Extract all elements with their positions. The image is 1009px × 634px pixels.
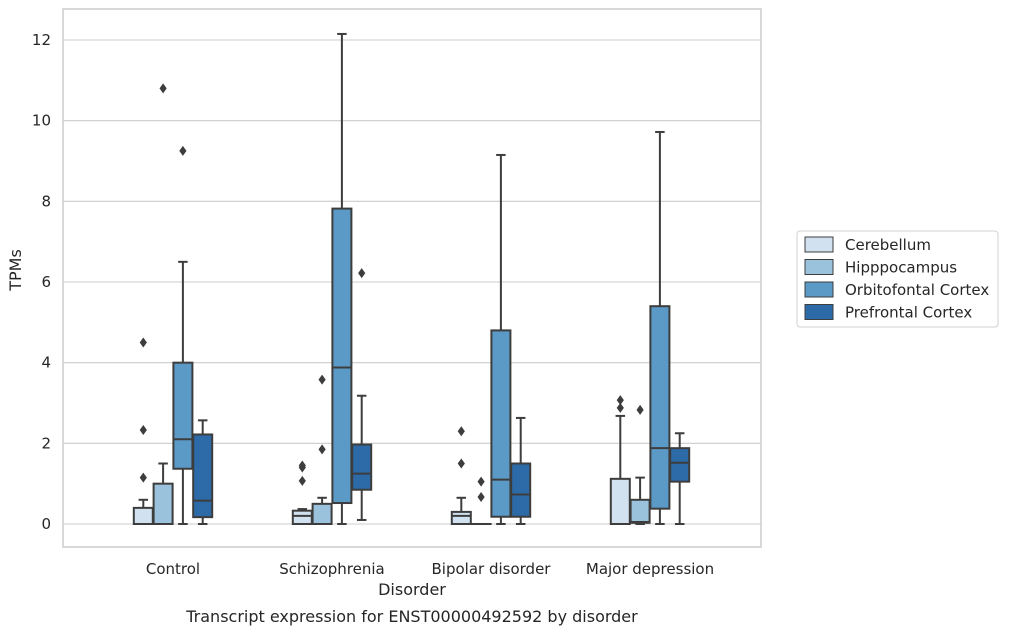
box-iqr xyxy=(609,477,631,525)
box-hipppocampus xyxy=(470,476,492,526)
legend-label: Cerebellum xyxy=(845,236,931,254)
y-tick-label: 12 xyxy=(32,31,51,49)
box-hipppocampus xyxy=(311,374,333,526)
box-iqr xyxy=(450,510,472,525)
y-tick-label: 4 xyxy=(41,354,51,372)
box-cerebellum xyxy=(450,426,472,525)
y-tick-label: 8 xyxy=(41,192,51,210)
outlier-point xyxy=(298,460,306,471)
outlier-point xyxy=(179,145,187,156)
outlier-point xyxy=(477,491,485,502)
outlier-point xyxy=(457,426,465,437)
outlier-point xyxy=(318,444,326,455)
chart-caption: Transcript expression for ENST0000049259… xyxy=(185,607,638,626)
y-tick-label: 10 xyxy=(32,112,51,130)
x-tick-label: Major depression xyxy=(586,560,714,578)
x-axis-label: Disorder xyxy=(378,580,446,599)
box-iqr xyxy=(649,305,671,510)
legend-swatch xyxy=(804,304,834,320)
box-iqr xyxy=(172,361,194,470)
box-iqr xyxy=(331,207,353,505)
box-prefrontal-cortex xyxy=(192,419,214,525)
box-orbitofontal-cortex xyxy=(172,145,194,525)
x-tick-label: Bipolar disorder xyxy=(432,560,552,578)
box-prefrontal-cortex xyxy=(510,416,532,525)
box-iqr xyxy=(152,482,174,525)
box-prefrontal-cortex xyxy=(669,432,691,525)
box-iqr xyxy=(629,498,651,524)
box-orbitofontal-cortex xyxy=(649,130,671,525)
outlier-point xyxy=(139,472,147,483)
outlier-point xyxy=(457,458,465,469)
outlier-point xyxy=(139,337,147,348)
outlier-point xyxy=(477,476,485,487)
box-iqr xyxy=(490,329,512,518)
x-tick-label: Schizophrenia xyxy=(279,560,384,578)
box-iqr xyxy=(192,433,214,519)
outlier-point xyxy=(358,268,366,279)
outlier-point xyxy=(616,402,624,413)
legend: Cerebellum Hipppocampus Orbitofontal Corte… xyxy=(796,230,999,328)
y-tick-label: 2 xyxy=(41,434,51,452)
box-cerebellum xyxy=(291,460,313,526)
outlier-point xyxy=(298,475,306,486)
box-orbitofontal-cortex xyxy=(331,32,353,525)
legend-label: Hipppocampus xyxy=(845,259,957,277)
box-prefrontal-cortex xyxy=(351,268,373,521)
y-tick-label: 6 xyxy=(41,273,51,291)
box-iqr xyxy=(311,502,333,526)
outlier-point xyxy=(616,395,624,406)
legend-frame xyxy=(796,230,999,328)
plot-frame xyxy=(62,8,762,548)
box-orbitofontal-cortex xyxy=(490,153,512,525)
legend-swatch xyxy=(804,259,834,275)
outlier-point xyxy=(636,404,644,415)
outlier-point xyxy=(139,425,147,436)
box-iqr xyxy=(351,443,373,491)
y-axis-label: TPMs xyxy=(6,249,25,292)
box-hipppocampus xyxy=(152,83,174,525)
box-hipppocampus xyxy=(629,404,651,525)
legend-label: Orbitofontal Cortex xyxy=(845,281,989,299)
y-tick-label: 0 xyxy=(41,515,51,533)
outlier-point xyxy=(159,83,167,94)
legend-swatch xyxy=(804,281,834,298)
box-iqr xyxy=(132,506,154,526)
legend-swatch xyxy=(804,236,834,253)
box-iqr xyxy=(291,509,313,526)
outlier-point xyxy=(318,374,326,385)
box-iqr xyxy=(669,447,691,483)
x-tick-label: Control xyxy=(146,560,200,578)
box-iqr xyxy=(510,462,532,518)
legend-label: Prefrontal Cortex xyxy=(845,304,972,322)
